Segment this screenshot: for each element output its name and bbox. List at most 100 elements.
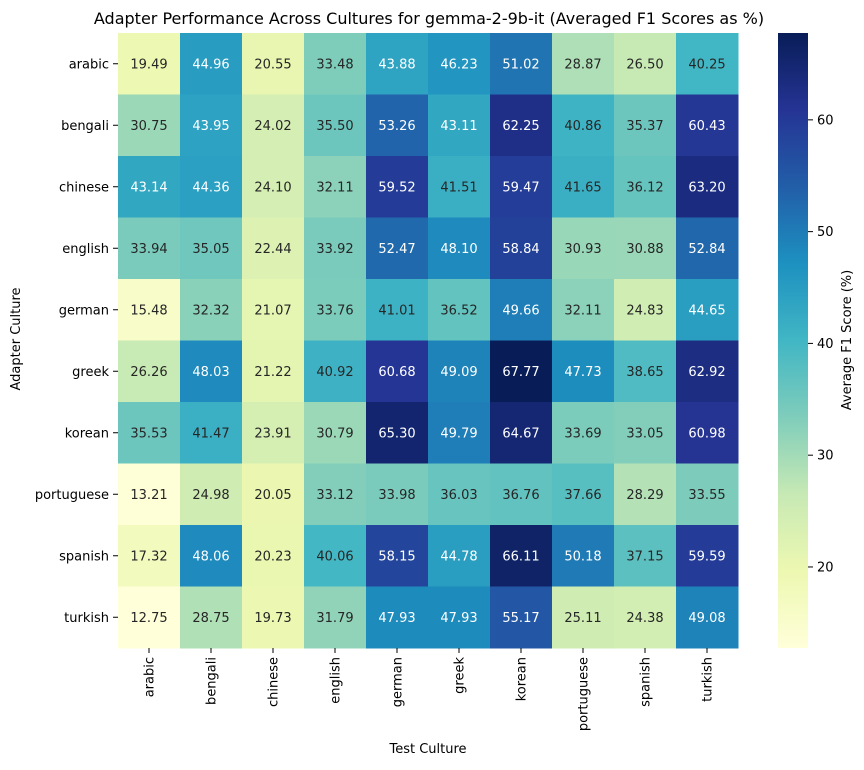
heatmap-cell [304, 279, 367, 341]
heatmap-cell [490, 463, 553, 526]
y-tick-label: greek [72, 365, 109, 380]
cell-value-label: 40.25 [688, 57, 725, 72]
cell-value-label: 41.01 [378, 303, 415, 318]
heatmap-cell [304, 525, 367, 587]
cell-value-label: 30.75 [130, 119, 167, 134]
cell-value-label: 33.05 [626, 426, 663, 441]
cell-value-label: 64.67 [502, 426, 539, 441]
cell-value-label: 24.38 [626, 611, 663, 626]
heatmap-cell [490, 94, 553, 157]
heatmap-cell [428, 402, 491, 464]
cell-value-label: 31.79 [316, 611, 353, 626]
heatmap-cell [242, 586, 305, 649]
heatmap-cell [118, 156, 181, 218]
heatmap-cell [490, 217, 553, 280]
heatmap-cell [676, 217, 739, 280]
y-tick-label: turkish [64, 611, 109, 626]
cell-value-label: 59.52 [378, 180, 415, 195]
x-tick-label: portuguese [577, 657, 592, 731]
cell-value-label: 37.15 [626, 549, 663, 564]
cell-value-label: 20.23 [254, 549, 291, 564]
cell-value-label: 52.47 [378, 242, 415, 257]
heatmap-cell [676, 340, 739, 403]
heatmap-cell [180, 217, 243, 280]
heatmap-cell [490, 340, 553, 403]
heatmap-cell [490, 525, 553, 587]
cell-value-label: 62.92 [688, 365, 725, 380]
heatmap-cell [552, 156, 615, 218]
cell-value-label: 65.30 [378, 426, 415, 441]
x-axis-ticks: arabic bengali chinese english german greek ko… [143, 648, 716, 731]
heatmap-cell [304, 586, 367, 649]
y-tick-label: portuguese [35, 488, 109, 503]
cell-value-label: 40.86 [564, 119, 601, 134]
colorbar-tick-label: 20 [817, 560, 834, 575]
cell-value-label: 60.98 [688, 426, 725, 441]
cell-value-label: 15.48 [130, 303, 167, 318]
cell-value-label: 35.37 [626, 119, 663, 134]
cell-value-label: 49.66 [502, 303, 539, 318]
cell-value-label: 36.03 [440, 488, 477, 503]
heatmap-cell [304, 94, 367, 157]
cell-value-label: 44.78 [440, 549, 477, 564]
heatmap-cell [180, 94, 243, 157]
cell-value-label: 43.11 [440, 119, 477, 134]
heatmap-cell [614, 586, 677, 649]
cell-value-label: 44.96 [192, 57, 229, 72]
cell-value-label: 23.91 [254, 426, 291, 441]
cell-value-label: 63.20 [688, 180, 725, 195]
cell-value-label: 44.36 [192, 180, 229, 195]
heatmap-cell [242, 94, 305, 157]
y-tick-label: bengali [61, 119, 109, 134]
heatmap-cell [428, 156, 491, 218]
heatmap-cell [304, 340, 367, 403]
heatmap-cell [242, 156, 305, 218]
heatmap-cell [428, 94, 491, 157]
chart-title: Adapter Performance Across Cultures for … [94, 9, 764, 28]
heatmap-cell [180, 463, 243, 526]
heatmap-cell [428, 525, 491, 587]
heatmap-cell [552, 340, 615, 403]
heatmap-cell [552, 586, 615, 649]
heatmap-cell [614, 217, 677, 280]
heatmap-cell [242, 279, 305, 341]
cell-value-label: 43.88 [378, 57, 415, 72]
heatmap-cell [118, 340, 181, 403]
cell-value-label: 40.92 [316, 365, 353, 380]
y-tick-label: english [62, 242, 109, 257]
cell-value-label: 32.32 [192, 303, 229, 318]
x-tick-label: english [329, 657, 344, 704]
cell-value-label: 33.55 [688, 488, 725, 503]
cell-value-label: 35.05 [192, 242, 229, 257]
heatmap-cell [366, 340, 429, 403]
heatmap-cell [428, 279, 491, 341]
heatmap-cell [614, 525, 677, 587]
cell-value-label: 43.14 [130, 180, 167, 195]
x-axis-label: Test Culture [388, 742, 466, 757]
heatmap-cell [676, 402, 739, 464]
cell-value-label: 24.83 [626, 303, 663, 318]
colorbar-tick-label: 60 [817, 113, 834, 128]
cell-value-label: 35.50 [316, 119, 353, 134]
y-tick-label: arabic [69, 57, 109, 72]
heatmap-cell [118, 525, 181, 587]
cell-value-label: 53.26 [378, 119, 415, 134]
heatmap-cell [490, 279, 553, 341]
cell-value-label: 48.03 [192, 365, 229, 380]
cell-value-label: 32.11 [316, 180, 353, 195]
x-tick-label: bengali [205, 657, 220, 705]
heatmap-cell [118, 279, 181, 341]
heatmap-cell [118, 586, 181, 649]
cell-value-label: 50.18 [564, 549, 601, 564]
y-axis-label: Adapter Culture [9, 287, 24, 390]
heatmap-cell [366, 94, 429, 157]
heatmap-cell [614, 33, 677, 95]
cell-value-label: 19.73 [254, 611, 291, 626]
heatmap-cell [304, 402, 367, 464]
cell-value-label: 35.53 [130, 426, 167, 441]
cell-value-label: 33.12 [316, 488, 353, 503]
heatmap-cell [676, 463, 739, 526]
x-tick-label: arabic [143, 657, 158, 697]
y-tick-label: chinese [59, 180, 109, 195]
